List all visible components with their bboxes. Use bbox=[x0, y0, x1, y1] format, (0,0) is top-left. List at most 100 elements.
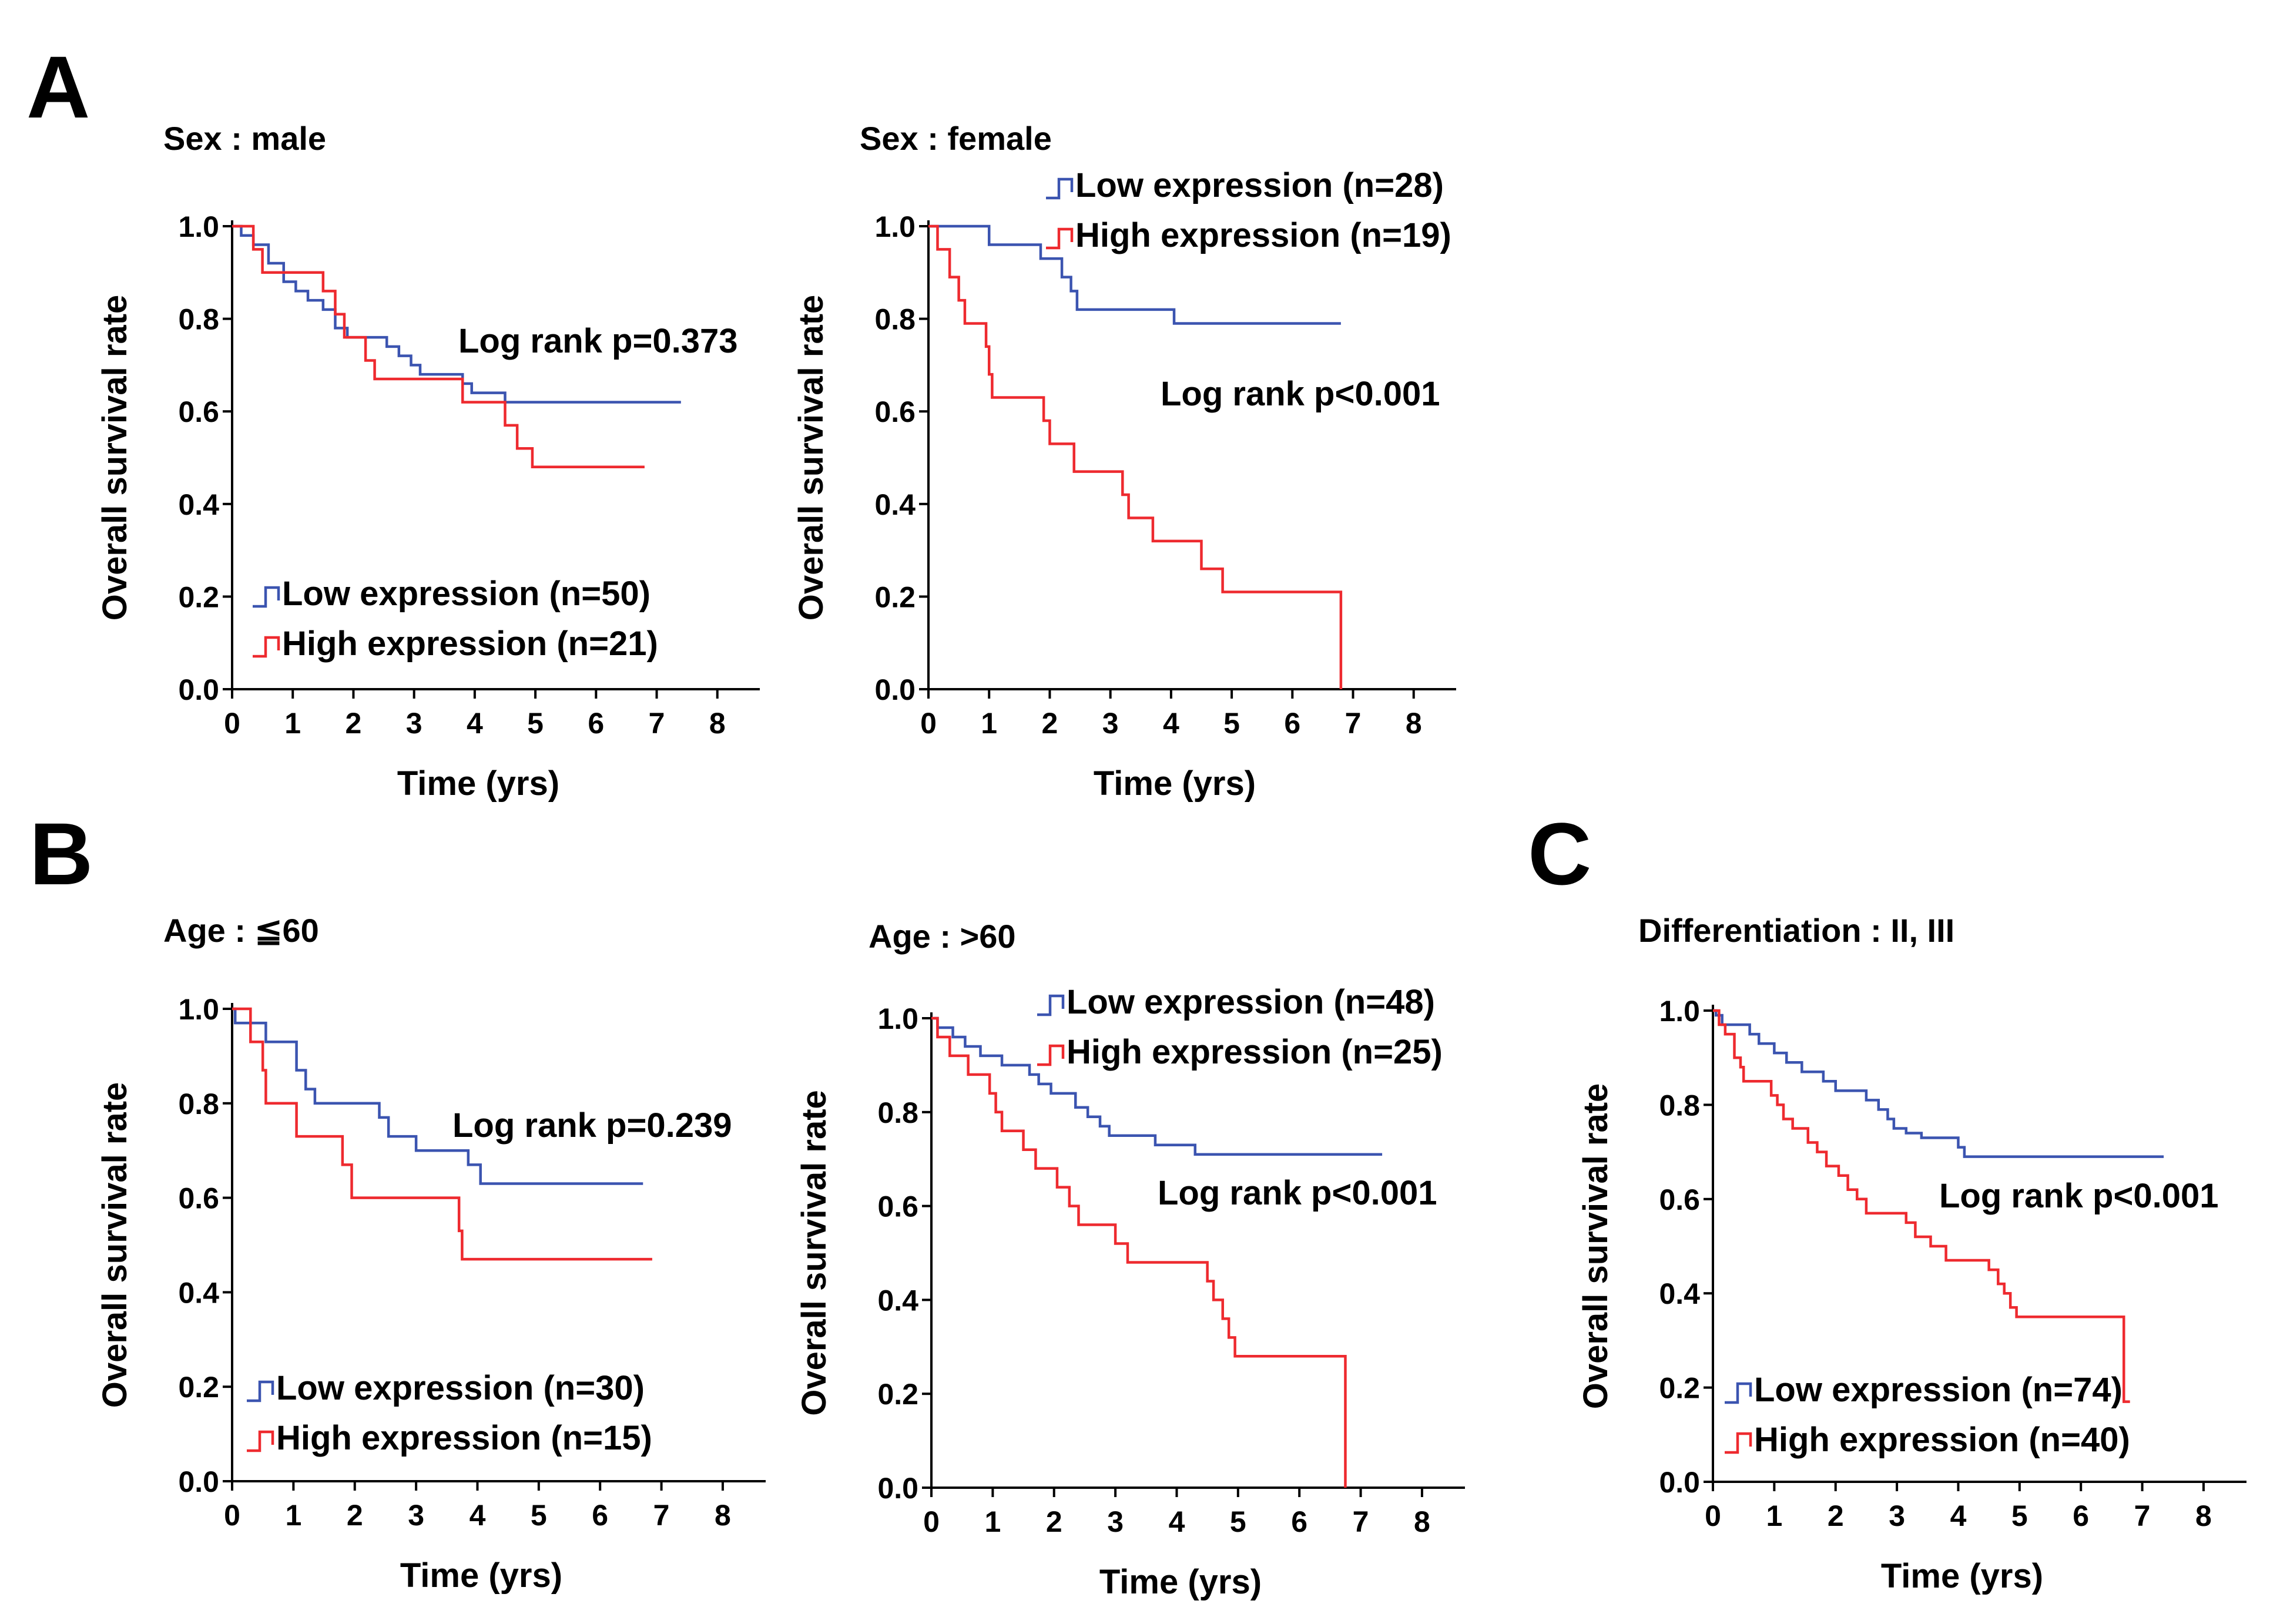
x-tick-label: 3 bbox=[408, 1499, 424, 1532]
x-tick-label: 0 bbox=[224, 707, 240, 740]
x-axis-label: Time (yrs) bbox=[400, 1556, 562, 1595]
legend-high-symbol bbox=[1037, 1044, 1065, 1066]
x-axis-label: Time (yrs) bbox=[397, 764, 559, 803]
x-tick-label: 6 bbox=[1284, 707, 1300, 740]
y-tick-label: 0.4 bbox=[1659, 1277, 1700, 1310]
y-tick-label: 0.0 bbox=[178, 673, 219, 706]
y-tick-label: 0.0 bbox=[178, 1465, 219, 1498]
x-tick-label: 5 bbox=[527, 707, 544, 740]
x-tick-label: 2 bbox=[1046, 1505, 1062, 1538]
y-tick-label: 0.2 bbox=[1659, 1372, 1700, 1405]
y-tick-label: 1.0 bbox=[1659, 995, 1700, 1028]
x-axis-label: Time (yrs) bbox=[1099, 1563, 1262, 1601]
x-tick-label: 4 bbox=[1950, 1499, 1967, 1532]
legend-low-label: Low expression (n=28) bbox=[1075, 166, 1444, 204]
x-tick-label: 5 bbox=[1230, 1505, 1246, 1538]
y-tick-label: 0.4 bbox=[877, 1284, 918, 1317]
low-expression-curve bbox=[232, 1007, 643, 1185]
legend-high-label: High expression (n=25) bbox=[1067, 1033, 1443, 1071]
y-axis-label: Overall survival rate bbox=[96, 295, 134, 621]
legend-high-symbol bbox=[1046, 227, 1074, 250]
x-tick-label: 3 bbox=[1107, 1505, 1124, 1538]
x-tick-label: 7 bbox=[2134, 1499, 2151, 1532]
legend-high-label: High expression (n=15) bbox=[276, 1419, 652, 1457]
x-tick-label: 6 bbox=[588, 707, 604, 740]
x-tick-label: 5 bbox=[1223, 707, 1240, 740]
y-tick-label: 0.8 bbox=[877, 1096, 918, 1129]
x-tick-label: 1 bbox=[984, 1505, 1001, 1538]
chart-title: Sex : male bbox=[163, 120, 326, 157]
x-tick-label: 2 bbox=[1828, 1499, 1844, 1532]
panel-letter-b: B bbox=[29, 804, 93, 903]
y-tick-label: 0.8 bbox=[874, 303, 916, 336]
low-expression-curve bbox=[1713, 1009, 2164, 1158]
x-tick-label: 3 bbox=[1102, 707, 1119, 740]
y-tick-label: 0.8 bbox=[178, 1088, 219, 1120]
x-tick-label: 0 bbox=[923, 1505, 940, 1538]
x-tick-label: 7 bbox=[649, 707, 665, 740]
chart-title: Differentiation : II, III bbox=[1638, 912, 1954, 949]
x-tick-label: 7 bbox=[1353, 1505, 1369, 1538]
x-tick-label: 2 bbox=[346, 707, 362, 740]
x-tick-label: 4 bbox=[1163, 707, 1179, 740]
legend-low-symbol bbox=[1725, 1382, 1752, 1404]
chart-title: Sex : female bbox=[860, 120, 1052, 157]
low-expression-curve bbox=[931, 1016, 1383, 1156]
chart-C-differentiation: Differentiation : II, III 0 1 2 3 4 5 6 7 8 0.0 0.2… bbox=[1577, 912, 2246, 1595]
y-tick-label: 0.0 bbox=[874, 673, 916, 706]
y-tick-label: 0.2 bbox=[874, 581, 916, 613]
x-tick-label: 1 bbox=[284, 707, 301, 740]
y-tick-label: 1.0 bbox=[877, 1002, 918, 1035]
low-expression-curve bbox=[232, 224, 681, 404]
legend-high-symbol bbox=[247, 1430, 274, 1452]
chart-B-age-gt60: Age : >60 0 1 2 3 4 5 6 7 8 0.0 0.2 0.4 0.6 0.8 1.0 Time… bbox=[795, 918, 1465, 1601]
y-tick-label: 0.0 bbox=[877, 1472, 918, 1505]
x-tick-label: 5 bbox=[2011, 1499, 2028, 1532]
x-tick-label: 4 bbox=[467, 707, 483, 740]
legend-low-label: Low expression (n=50) bbox=[282, 575, 651, 613]
y-tick-label: 0.2 bbox=[877, 1378, 918, 1411]
x-tick-label: 2 bbox=[1042, 707, 1058, 740]
chart-A-male: Sex : male 0 1 2 3 4 5 6 7 8 0.0 0.2 0.4 0.6 0.8 1.0 Tim… bbox=[96, 120, 760, 803]
x-tick-label: 8 bbox=[715, 1499, 731, 1532]
y-tick-label: 0.6 bbox=[874, 395, 916, 428]
legend-high-label: High expression (n=40) bbox=[1754, 1421, 2130, 1459]
y-axis-label: Overall survival rate bbox=[792, 295, 830, 621]
x-tick-label: 1 bbox=[981, 707, 997, 740]
legend-high-symbol bbox=[253, 636, 280, 658]
chart-title: Age : ≦60 bbox=[163, 912, 319, 949]
x-tick-label: 1 bbox=[1766, 1499, 1782, 1532]
x-tick-label: 7 bbox=[1345, 707, 1362, 740]
legend-low-label: Low expression (n=74) bbox=[1754, 1371, 2123, 1409]
y-tick-label: 0.4 bbox=[178, 1276, 219, 1309]
legend-low-symbol bbox=[253, 586, 280, 608]
x-tick-label: 6 bbox=[2073, 1499, 2089, 1532]
y-axis-label: Overall survival rate bbox=[96, 1082, 134, 1408]
x-tick-label: 6 bbox=[1291, 1505, 1307, 1538]
legend-low-symbol bbox=[247, 1380, 274, 1402]
log-rank-annotation: Log rank p=0.373 bbox=[458, 322, 737, 360]
log-rank-annotation: Log rank p<0.001 bbox=[1158, 1174, 1437, 1212]
high-expression-curve bbox=[931, 1016, 1347, 1488]
x-tick-label: 8 bbox=[2195, 1499, 2212, 1532]
x-tick-label: 4 bbox=[470, 1499, 486, 1532]
panel-letter-a: A bbox=[26, 38, 90, 136]
high-expression-curve bbox=[232, 224, 645, 469]
x-tick-label: 7 bbox=[653, 1499, 670, 1532]
x-axis-label: Time (yrs) bbox=[1094, 764, 1256, 803]
log-rank-annotation: Log rank p<0.001 bbox=[1939, 1177, 2218, 1215]
x-tick-label: 0 bbox=[1705, 1499, 1721, 1532]
y-tick-label: 0.6 bbox=[1659, 1183, 1700, 1216]
x-tick-label: 8 bbox=[1414, 1505, 1430, 1538]
y-axis-label: Overall survival rate bbox=[1577, 1083, 1615, 1410]
high-expression-curve bbox=[1713, 1009, 2130, 1403]
panel-letter-c: C bbox=[1528, 804, 1591, 903]
chart-A-female: Sex : female 0 1 2 3 4 5 6 7 8 0.0 0.2 0.4 0.6 0.8 1.0 T… bbox=[792, 120, 1456, 803]
x-tick-label: 0 bbox=[920, 707, 937, 740]
chart-title: Age : >60 bbox=[869, 918, 1016, 955]
y-tick-label: 0.0 bbox=[1659, 1466, 1700, 1499]
legend-low-symbol bbox=[1046, 177, 1074, 200]
high-expression-curve bbox=[232, 1007, 652, 1261]
y-axis-label: Overall survival rate bbox=[795, 1090, 833, 1416]
